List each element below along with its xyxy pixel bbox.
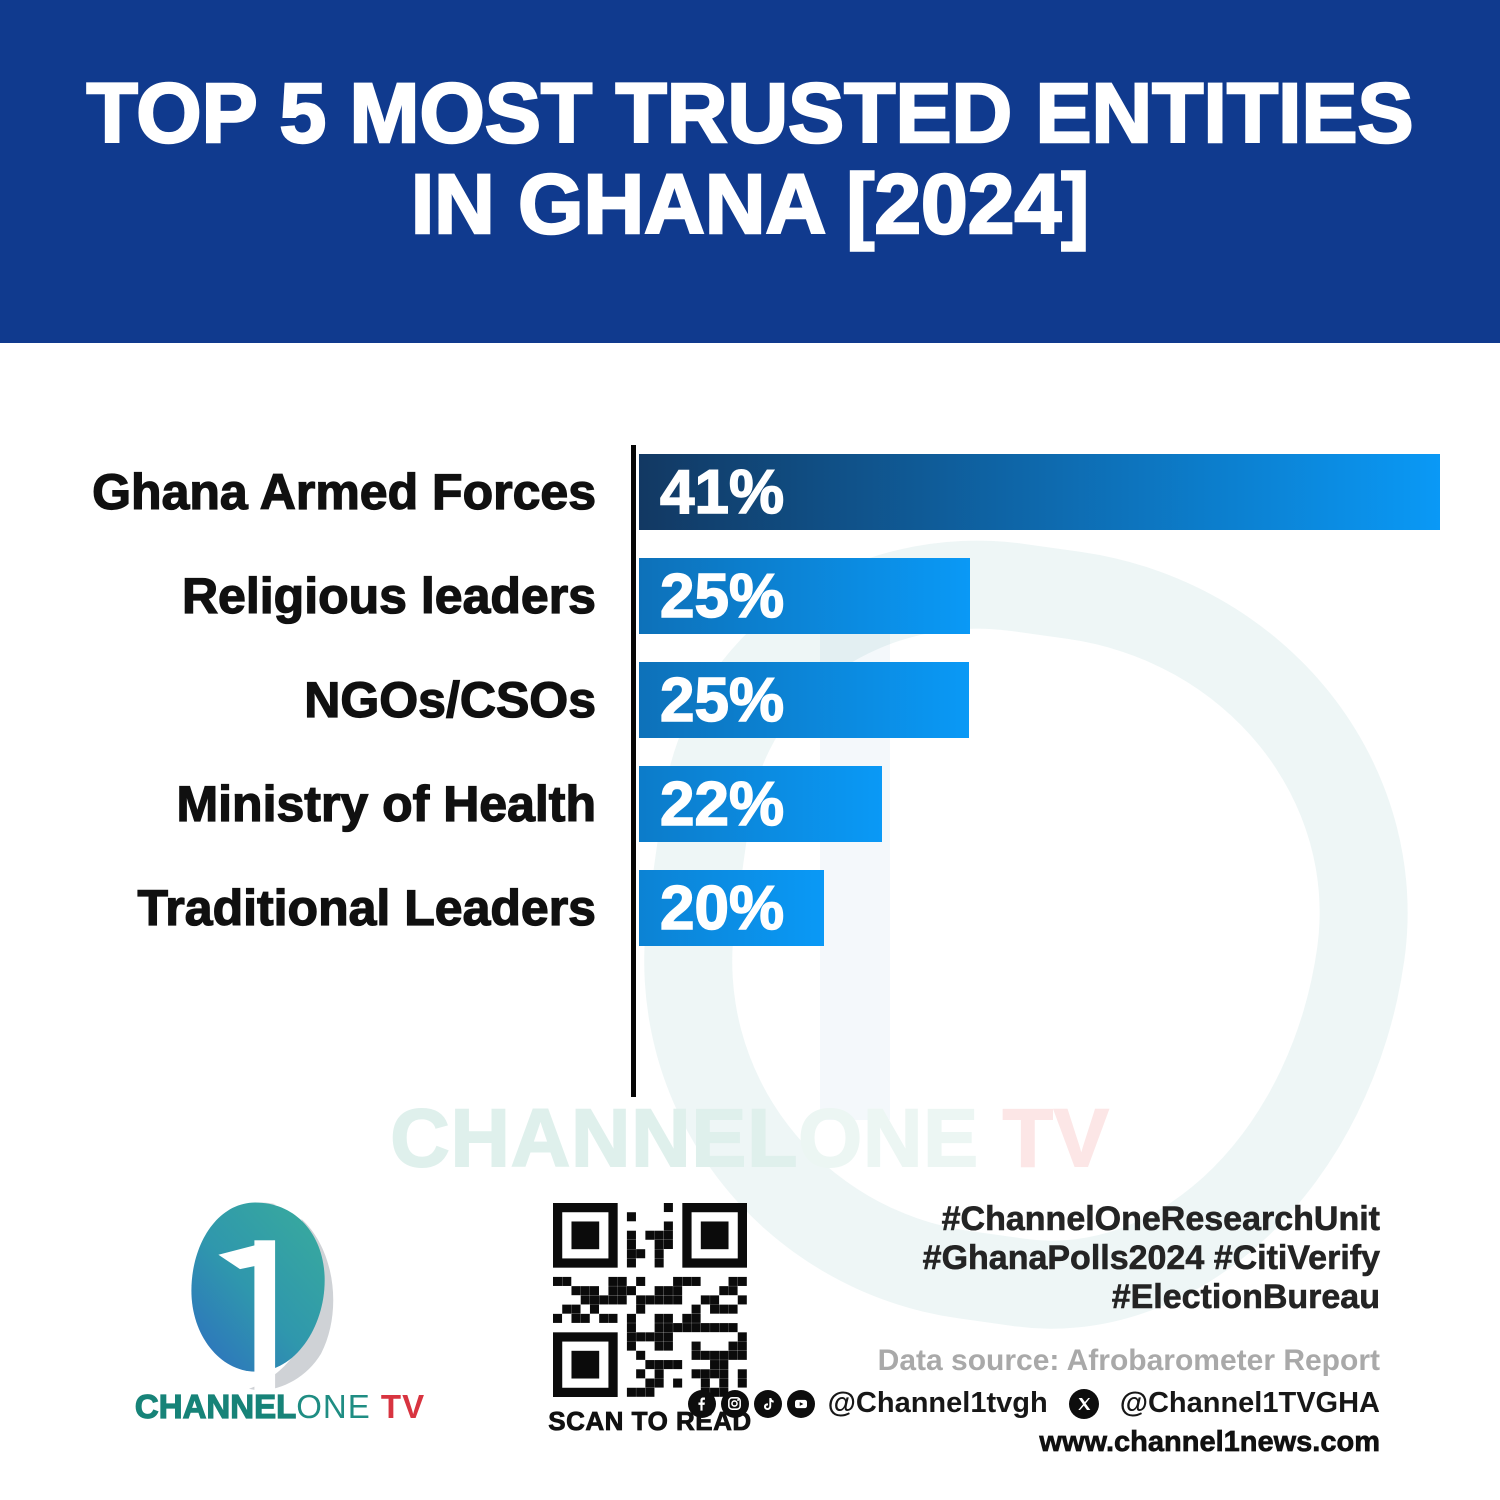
value-label: 25%: [659, 665, 785, 736]
x-icon[interactable]: [1068, 1388, 1099, 1419]
hashtag-line-2: #GhanaPolls2024 #CitiVerify: [922, 1239, 1380, 1278]
bar-5: 20%: [639, 870, 824, 946]
wordmark-channel: CHANNEL: [134, 1387, 297, 1425]
hashtag-line-3: #ElectionBureau: [1111, 1278, 1380, 1317]
bar-4: 22%: [639, 766, 882, 842]
title-line-1: TOP 5 MOST TRUSTED ENTITIES: [85, 66, 1415, 160]
data-source: Data source: Afrobarometer Report: [877, 1344, 1380, 1377]
social-handle-x[interactable]: @Channel1TVGHA: [1119, 1387, 1380, 1419]
website-url[interactable]: www.channel1news.com: [1039, 1426, 1380, 1459]
watermark-tv: TV: [979, 1092, 1110, 1185]
channel-one-wordmark: CHANNELONE TV: [130, 1387, 430, 1426]
value-label: 25%: [659, 561, 785, 632]
chart-axis: [631, 445, 636, 1097]
social-row: @Channel1tvgh @Channel1TVGHA: [687, 1387, 1380, 1420]
hashtag-line-1: #ChannelOneResearchUnit: [941, 1200, 1380, 1239]
category-label: Religious leaders: [181, 567, 596, 624]
value-label: 41%: [659, 457, 785, 528]
header: TOP 5 MOST TRUSTED ENTITIES IN GHANA [20…: [0, 0, 1500, 343]
channel-one-logo-icon: [191, 1202, 334, 1403]
category-label: Traditional Leaders: [137, 879, 597, 936]
bar-1: 41%: [639, 454, 1440, 530]
watermark-one: ONE: [797, 1092, 979, 1185]
qr-code: [553, 1203, 747, 1397]
category-label: Ministry of Health: [176, 775, 597, 832]
category-label: Ghana Armed Forces: [91, 463, 596, 520]
value-label: 22%: [659, 769, 785, 840]
qr-caption: SCAN TO READ: [548, 1406, 752, 1437]
value-label: 20%: [659, 873, 785, 944]
instagram-icon[interactable]: [720, 1389, 749, 1418]
category-label: NGOs/CSOs: [304, 671, 597, 728]
tiktok-icon[interactable]: [753, 1389, 782, 1418]
watermark-channel: CHANNEL: [389, 1092, 799, 1185]
wordmark-tv: TV: [370, 1388, 426, 1425]
wordmark-one: ONE: [296, 1388, 371, 1425]
watermark-wordmark: CHANNELONE TV: [0, 1092, 1500, 1186]
bar-2: 25%: [639, 558, 970, 634]
social-handle-main[interactable]: @Channel1tvgh: [827, 1387, 1048, 1419]
youtube-icon[interactable]: [786, 1389, 815, 1418]
facebook-icon[interactable]: [687, 1389, 716, 1418]
footer-right-column: #ChannelOneResearchUnit #GhanaPolls2024 …: [687, 1200, 1380, 1459]
page-title: TOP 5 MOST TRUSTED ENTITIES IN GHANA [20…: [0, 66, 1500, 251]
title-line-2: IN GHANA [2024]: [410, 157, 1091, 251]
bar-3: 25%: [639, 662, 969, 738]
